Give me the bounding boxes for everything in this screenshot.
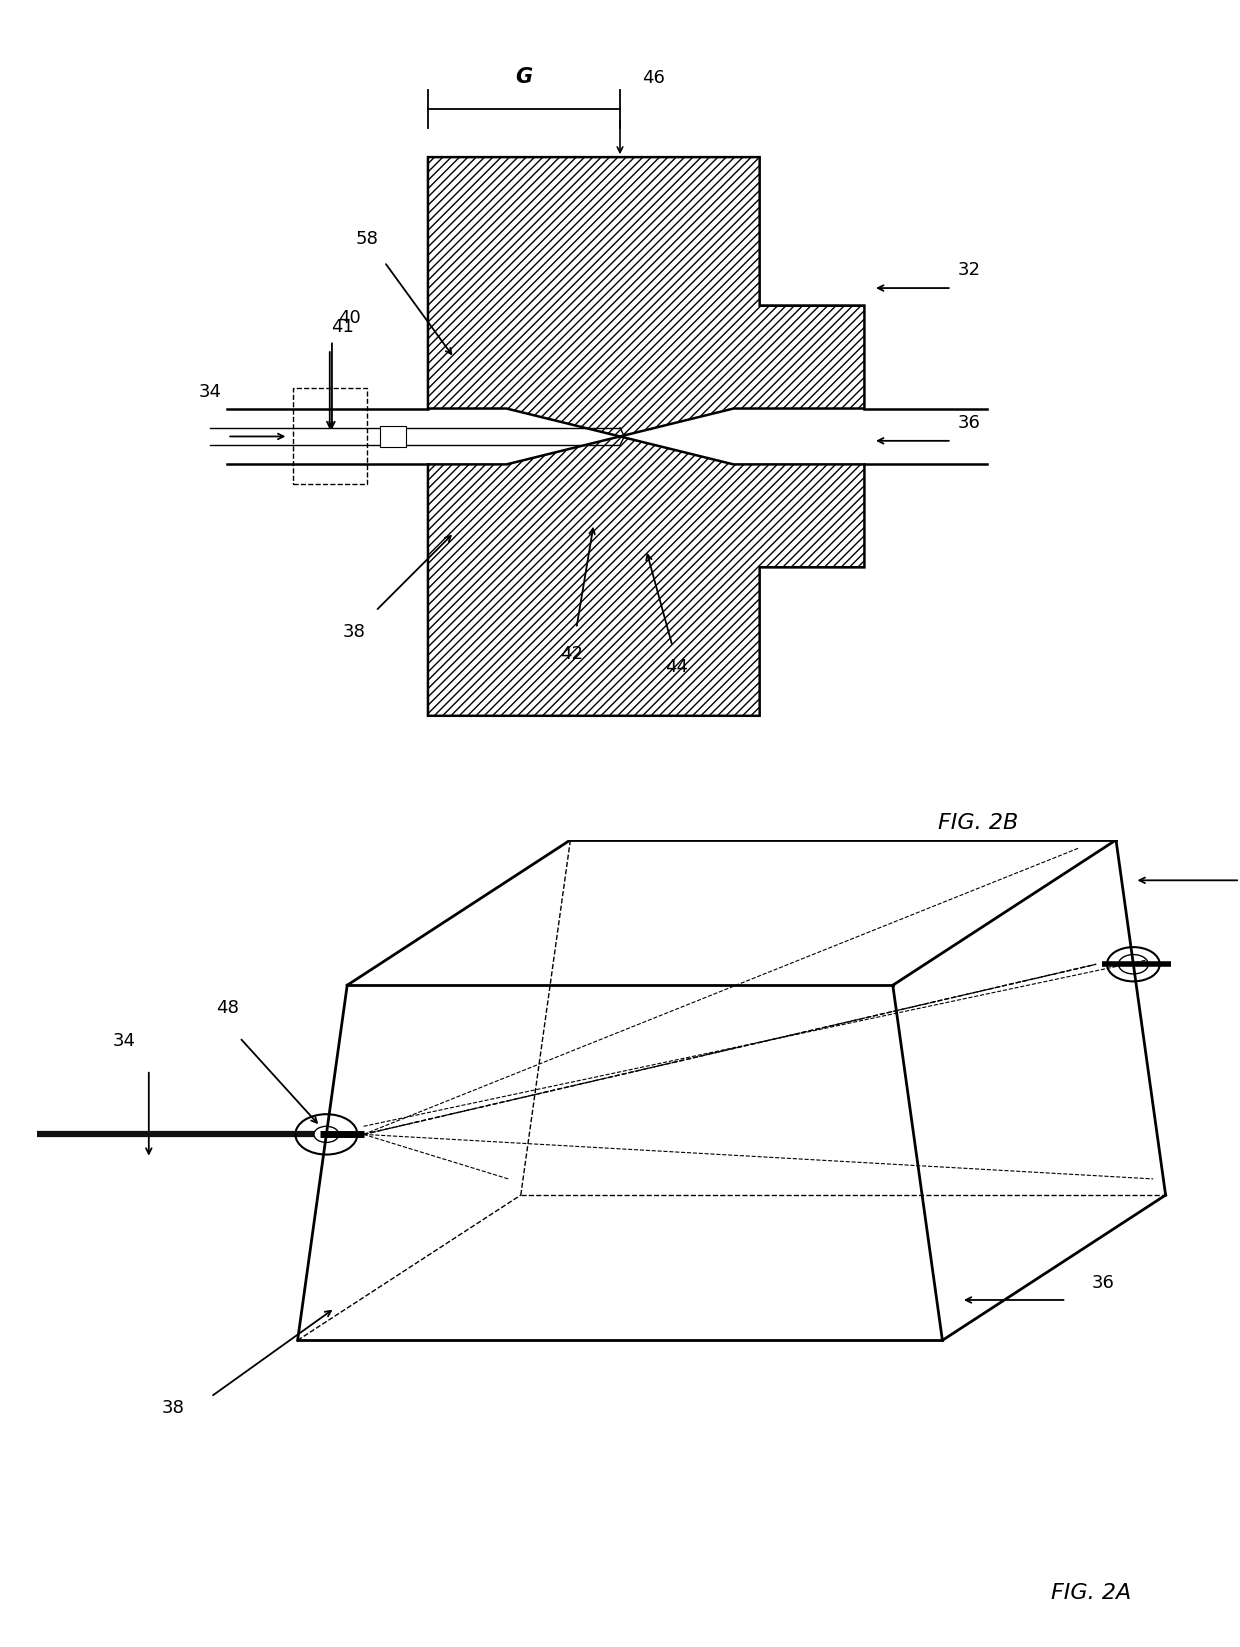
Text: 41: 41 xyxy=(331,318,355,336)
Text: 42: 42 xyxy=(560,646,584,664)
Text: 46: 46 xyxy=(642,69,665,87)
Text: FIG. 2A: FIG. 2A xyxy=(1052,1583,1131,1603)
Text: 32: 32 xyxy=(957,260,981,278)
Polygon shape xyxy=(428,436,864,716)
Text: 34: 34 xyxy=(113,1031,135,1049)
Polygon shape xyxy=(428,156,864,436)
Text: 38: 38 xyxy=(342,623,366,641)
Text: 36: 36 xyxy=(957,413,981,432)
Text: G: G xyxy=(516,68,532,87)
Text: 36: 36 xyxy=(1092,1273,1115,1291)
Text: 58: 58 xyxy=(356,231,378,249)
Text: 34: 34 xyxy=(198,384,221,402)
Text: 44: 44 xyxy=(665,659,688,677)
Text: 38: 38 xyxy=(162,1398,185,1416)
Bar xyxy=(379,425,407,448)
Text: 48: 48 xyxy=(216,1000,238,1018)
Bar xyxy=(293,389,367,484)
Text: 40: 40 xyxy=(339,310,361,328)
Text: FIG. 2B: FIG. 2B xyxy=(937,814,1018,833)
